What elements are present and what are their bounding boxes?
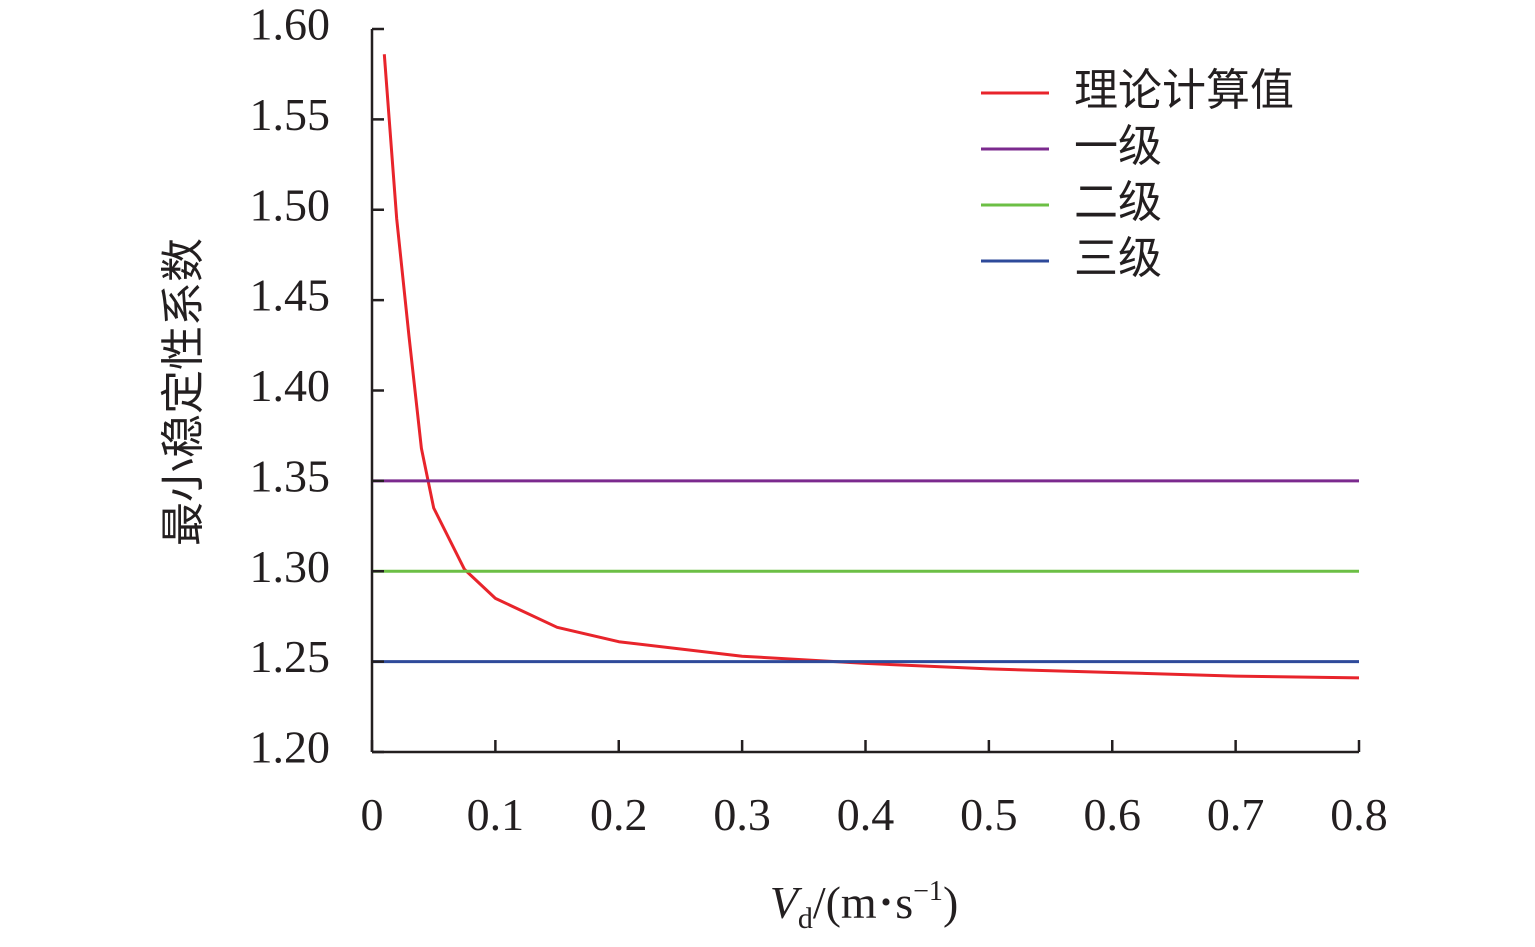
x-tick-label: 0.8 <box>1330 789 1388 840</box>
legend-label-1: 理论计算值 <box>1074 65 1294 116</box>
y-tick-label: 1.55 <box>250 89 331 140</box>
axes: 1.20 1.25 1.30 1.35 1.40 1.45 1.50 1.55 1.60 0 0.1… <box>250 0 1388 840</box>
x-axis-unit-close: ) <box>943 877 958 928</box>
y-tick-label: 1.60 <box>250 0 331 50</box>
x-tick-label: 0.6 <box>1084 789 1142 840</box>
x-axis-unit-open: /(m <box>813 877 877 928</box>
x-axis-symbol: V <box>770 877 803 928</box>
x-axis-subscript: d <box>798 902 813 935</box>
x-tick-label: 0 <box>361 789 384 840</box>
y-tick-label: 1.20 <box>250 722 331 773</box>
x-tick-label: 0.2 <box>590 789 648 840</box>
series-group <box>372 54 1360 680</box>
y-tick-label: 1.35 <box>250 450 331 501</box>
x-axis-dot: • <box>881 886 892 919</box>
x-tick-label: 0.4 <box>837 789 895 840</box>
legend-label-4: 三级 <box>1074 233 1162 284</box>
x-axis-title: Vd/(m •s−1) <box>770 876 959 935</box>
x-tick-label: 0.3 <box>713 789 771 840</box>
y-axis-title: 最小稳定性系数 <box>158 238 209 546</box>
y-tick-label: 1.40 <box>250 360 331 411</box>
y-tick-label: 1.50 <box>250 179 331 230</box>
y-tick-label: 1.25 <box>250 631 331 682</box>
x-tick-label: 0.5 <box>960 789 1018 840</box>
legend-label-2: 一级 <box>1074 121 1162 172</box>
x-tick-label: 0.7 <box>1207 789 1265 840</box>
legend-label-3: 二级 <box>1074 177 1162 228</box>
series-line-1 <box>382 54 1360 680</box>
y-tick-label: 1.30 <box>250 541 331 592</box>
x-axis-unit-s: s <box>895 877 913 928</box>
y-tick-label: 1.45 <box>250 270 331 321</box>
x-tick-label: 0.1 <box>467 789 525 840</box>
x-axis-exponent: −1 <box>913 876 943 907</box>
